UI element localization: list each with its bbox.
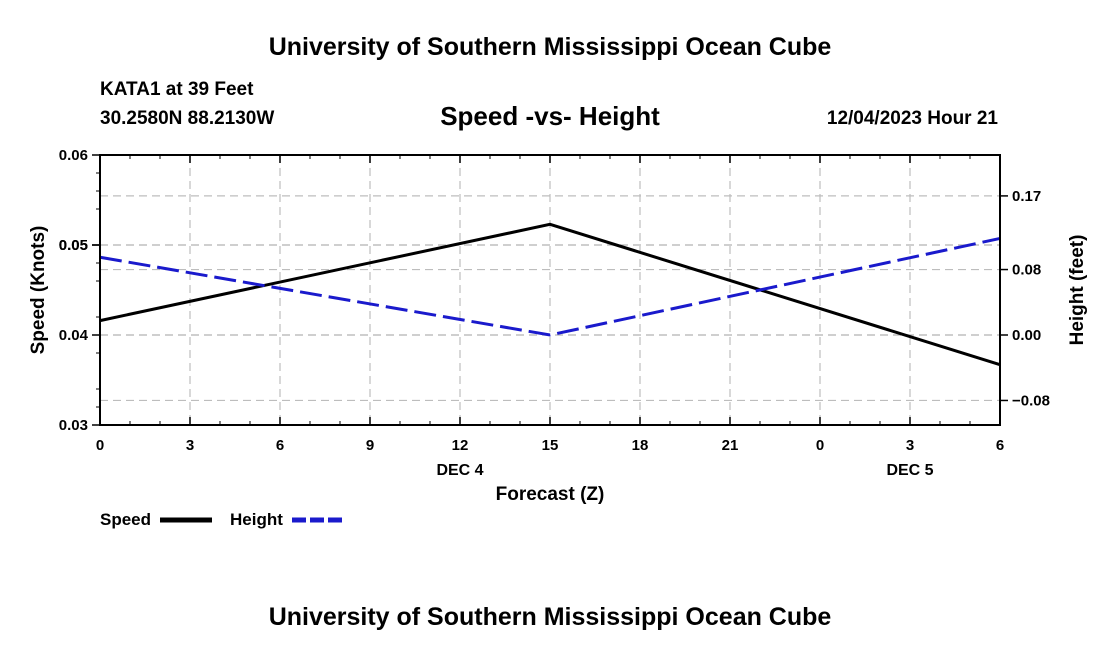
datetime-label: 12/04/2023 Hour 21: [827, 108, 999, 129]
grid: [100, 155, 1000, 425]
chart-subtitle: Speed -vs- Height: [440, 101, 660, 131]
series-layer: [99, 222, 1001, 367]
x-tick-label: 18: [632, 437, 649, 454]
x-tick-label: 0: [96, 437, 104, 454]
x-day-label: DEC 5: [886, 462, 933, 479]
y-axis-title: Speed (Knots): [28, 226, 49, 355]
main-title: University of Southern Mississippi Ocean…: [269, 33, 832, 61]
y-tick-label: 0.06: [59, 147, 88, 164]
footer-title: University of Southern Mississippi Ocean…: [269, 603, 832, 631]
x-day-label: DEC 4: [436, 462, 483, 479]
y2-tick-label: 0.00: [1012, 327, 1041, 344]
axes: 0 3 6 9 12 15 18 21 0 3 6 DEC 4 DEC 5 0.03 0.04 0.05 0.0…: [59, 147, 1050, 479]
y2-tick-label: 0.08: [1012, 262, 1041, 279]
x-tick-label: 15: [542, 437, 559, 454]
series-line-height: [99, 236, 1001, 337]
y2-tick-label: 0.17: [1012, 188, 1041, 205]
x-axis-title: Forecast (Z): [496, 484, 605, 505]
x-tick-label: 3: [186, 437, 194, 454]
station-label: KATA1 at 39 Feet: [100, 79, 254, 100]
x-tick-label: 6: [276, 437, 284, 454]
coordinates-label: 30.2580N 88.2130W: [100, 108, 274, 129]
legend-label-height: Height: [230, 510, 283, 529]
y-tick-label: 0.04: [59, 327, 89, 344]
legend-label-speed: Speed: [100, 510, 151, 529]
x-tick-label: 6: [996, 437, 1004, 454]
x-tick-label: 0: [816, 437, 824, 454]
x-tick-label: 9: [366, 437, 374, 454]
y2-tick-label: −0.08: [1012, 392, 1050, 409]
y-tick-label: 0.05: [59, 237, 88, 254]
x-tick-label: 12: [452, 437, 469, 454]
series-line-speed: [99, 222, 1001, 367]
y2-axis-title: Height (feet): [1067, 235, 1088, 346]
x-tick-label: 21: [722, 437, 739, 454]
y-tick-label: 0.03: [59, 417, 88, 434]
x-tick-label: 3: [906, 437, 914, 454]
y-tick-label: 0.05: [59, 237, 88, 254]
legend: Speed Height: [100, 510, 342, 529]
